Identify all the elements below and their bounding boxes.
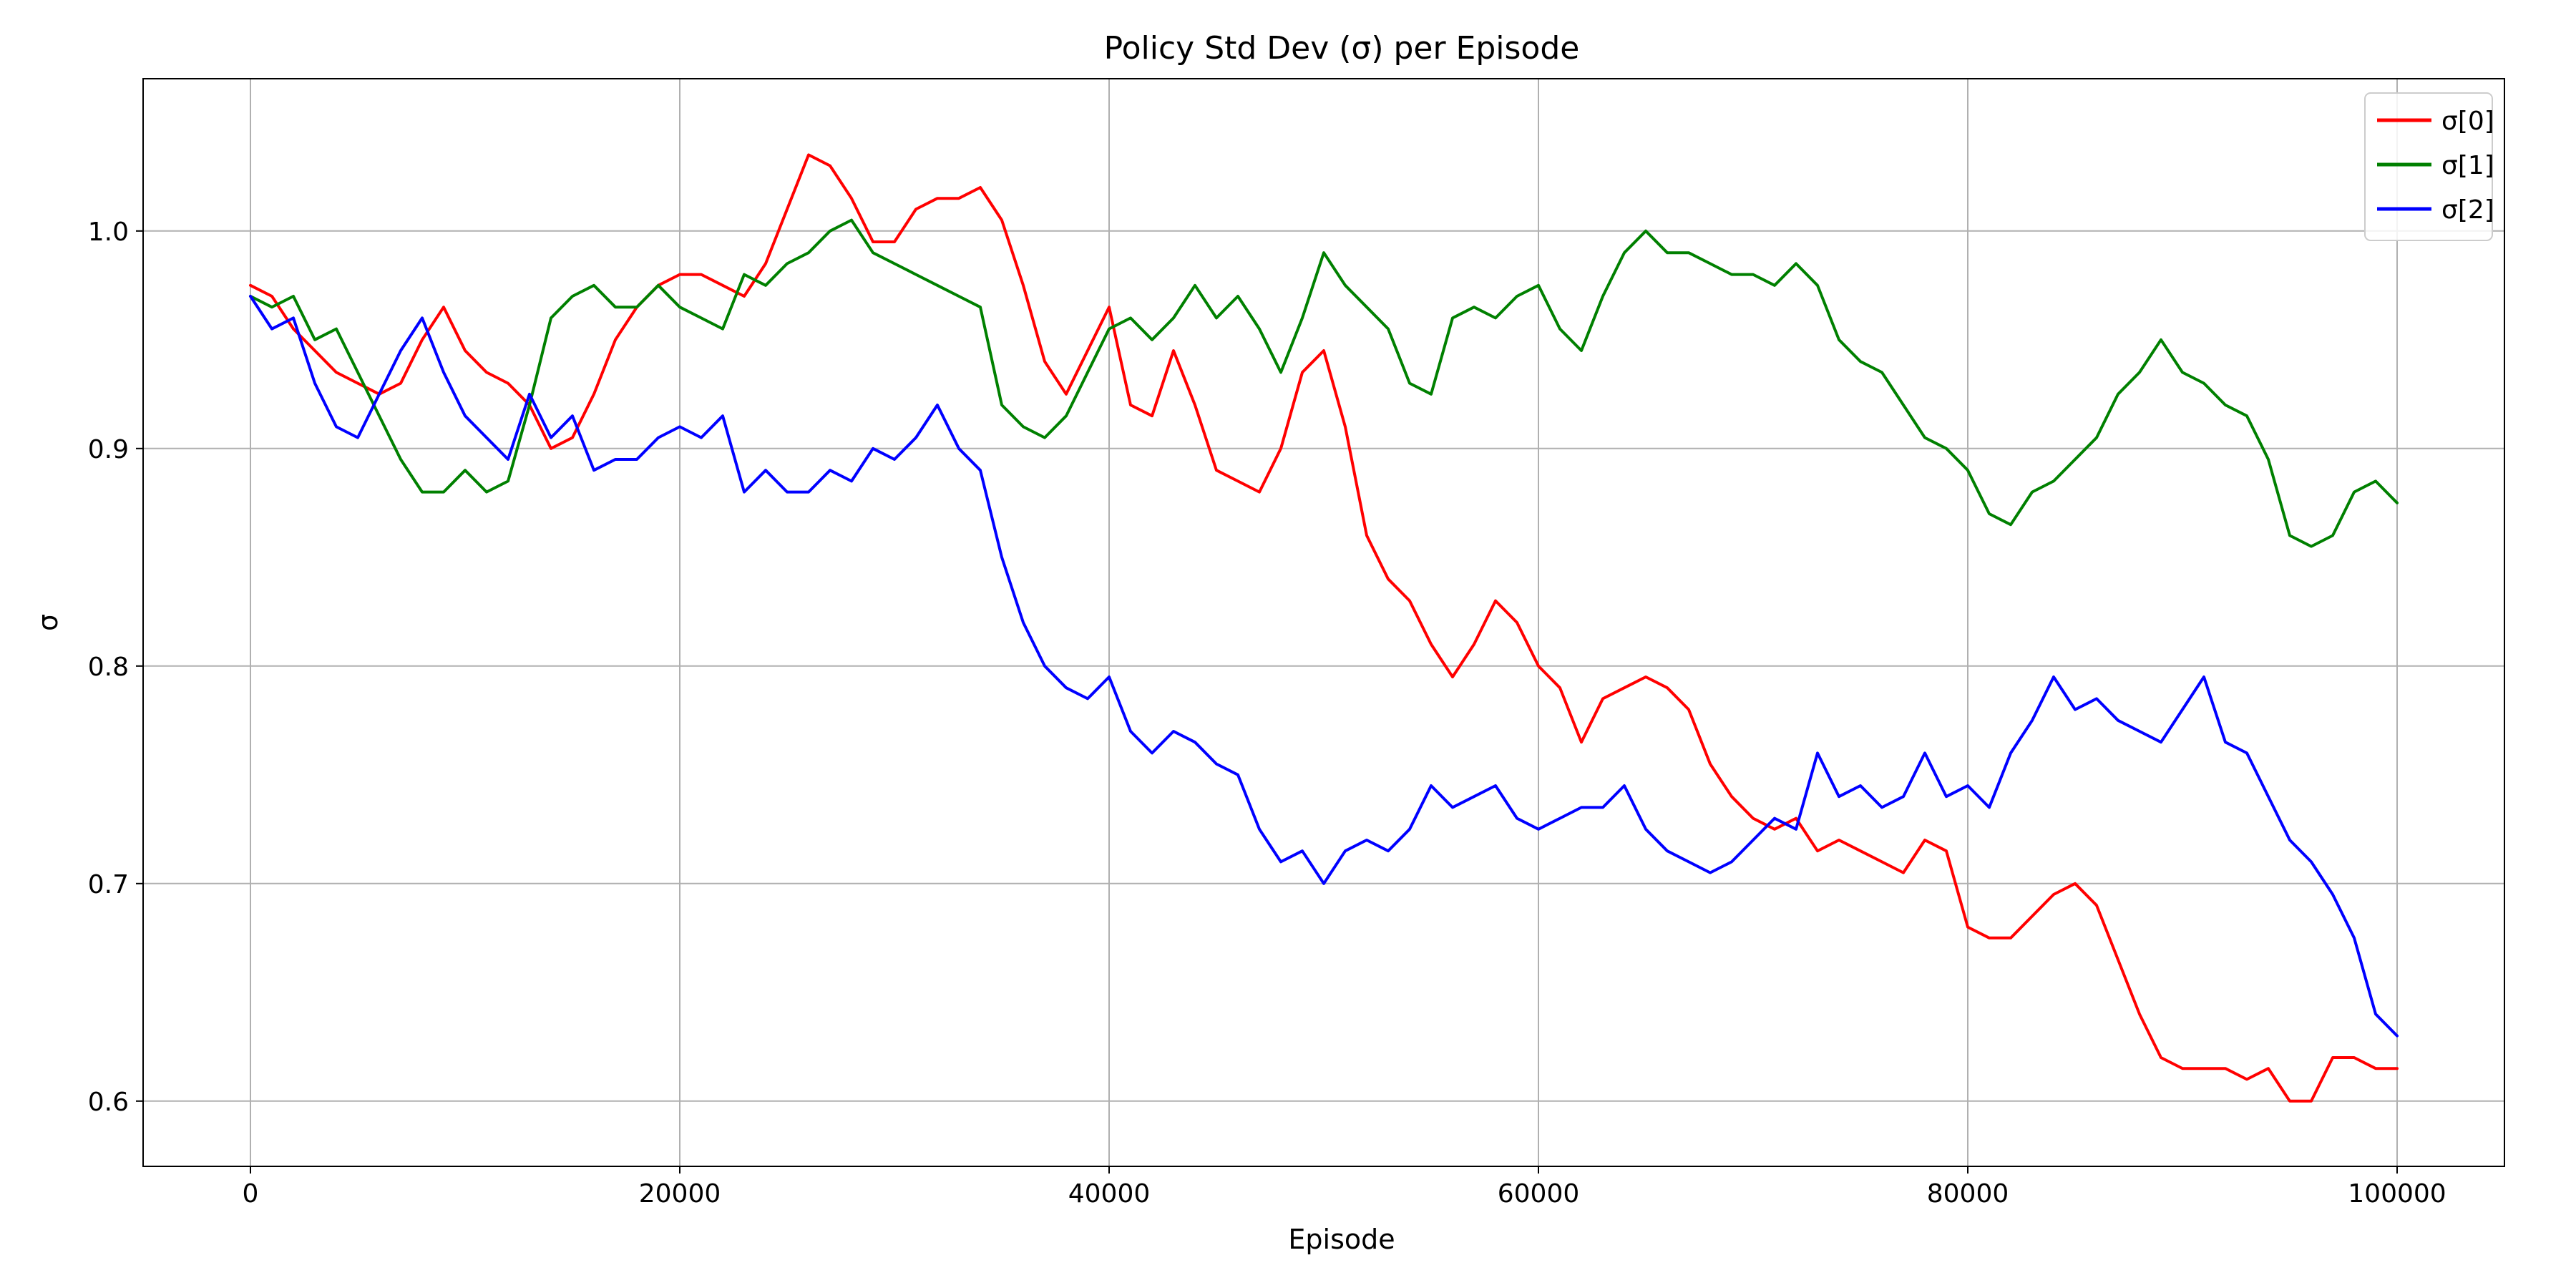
x-axis-label: Episode: [1288, 1224, 1395, 1255]
y-axis-label: σ: [32, 614, 64, 631]
series-layer: [249, 153, 2399, 1103]
y-tick-label: 1.0: [88, 218, 129, 247]
series-line-sigma-1: [249, 218, 2399, 548]
x-tick-label: 40000: [1068, 1179, 1151, 1209]
x-tick-label: 0: [243, 1179, 259, 1209]
legend-label: σ[0]: [2441, 107, 2494, 136]
x-tick-label: 20000: [639, 1179, 721, 1209]
legend: σ[0] σ[1] σ[2]: [2364, 92, 2494, 241]
legend-box: [2364, 92, 2493, 241]
y-axis: 0.6 0.7 0.8 0.9 1.0: [88, 218, 143, 1117]
chart-title: Policy Std Dev (σ) per Episode: [1104, 30, 1580, 67]
x-tick-label: 60000: [1498, 1179, 1580, 1209]
y-tick-label: 0.6: [88, 1088, 129, 1117]
x-axis: 0 20000 40000 60000 80000 100000: [243, 1166, 2446, 1209]
plot-frame: [142, 78, 2505, 1167]
grid: [143, 79, 2504, 1166]
series-line-sigma-0: [249, 153, 2399, 1103]
legend-label: σ[1]: [2441, 151, 2494, 180]
y-tick-label: 0.9: [88, 435, 129, 464]
legend-label: σ[2]: [2441, 195, 2494, 225]
series-line-sigma-2: [249, 295, 2399, 1038]
x-tick-label: 100000: [2348, 1179, 2446, 1209]
y-tick-label: 0.7: [88, 870, 129, 899]
x-tick-label: 80000: [1927, 1179, 2009, 1209]
y-tick-label: 0.8: [88, 653, 129, 682]
